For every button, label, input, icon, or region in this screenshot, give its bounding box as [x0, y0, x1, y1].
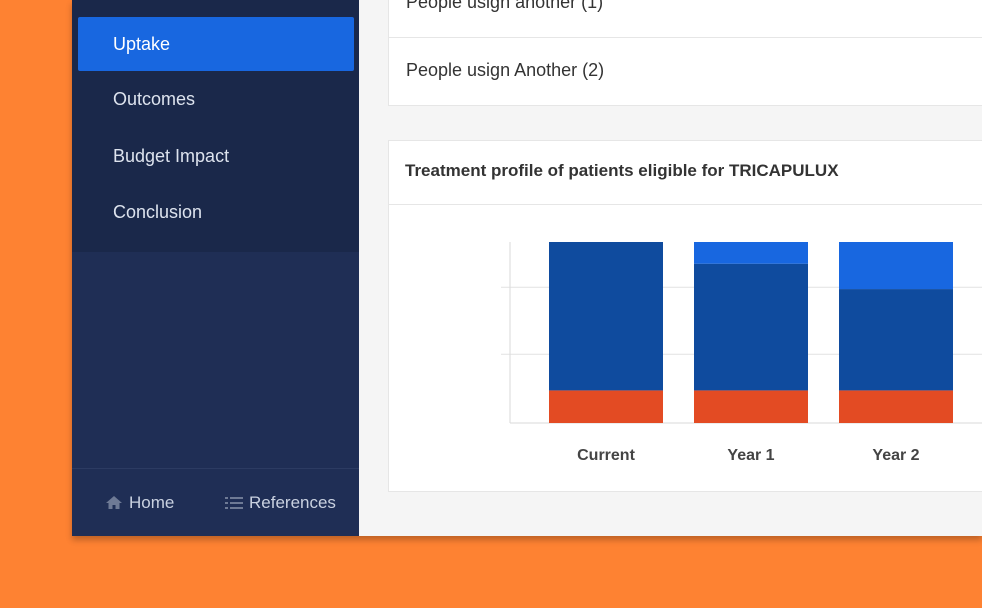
sidebar: Uptake Outcomes Budget Impact Conclusion… — [72, 0, 359, 536]
x-tick-label: Current — [577, 447, 635, 464]
bar-segment — [839, 242, 953, 290]
chart-card-title: Treatment profile of patients eligible f… — [405, 161, 839, 180]
bar-segment — [694, 390, 808, 423]
treatment-profile-chart: Current Year 1 Year 2 — [501, 242, 982, 464]
app-window: Uptake Outcomes Budget Impact Conclusion… — [72, 0, 982, 536]
sidebar-item-conclusion[interactable]: Conclusion — [113, 202, 203, 222]
home-link[interactable]: Home — [105, 469, 174, 536]
card-divider — [389, 204, 982, 205]
list-item[interactable]: People usign another (1) — [406, 0, 604, 12]
x-tick-label: Year 1 — [727, 447, 774, 464]
references-link[interactable]: References — [225, 469, 336, 536]
people-list-card: People usign another (1) People usign An… — [388, 0, 982, 106]
row-divider — [389, 37, 982, 38]
sidebar-item-budget-impact[interactable]: Budget Impact — [113, 146, 230, 166]
home-icon — [106, 496, 122, 509]
bar-segment — [549, 242, 663, 391]
sidebar-menu: Uptake Outcomes Budget Impact Conclusion — [72, 0, 359, 252]
bar-segment — [694, 263, 808, 391]
bar-segment — [839, 289, 953, 391]
list-icon — [225, 497, 243, 509]
sidebar-footer: Home References — [72, 468, 359, 536]
list-item[interactable]: People usign Another (2) — [406, 60, 605, 80]
bar-segment — [549, 390, 663, 423]
bar-segment — [694, 242, 808, 264]
chart-card: Treatment profile of patients eligible f… — [388, 140, 982, 492]
sidebar-item-outcomes[interactable]: Outcomes — [113, 89, 196, 109]
references-label: References — [249, 493, 336, 512]
bar-segment — [839, 390, 953, 423]
main-content: People usign another (1) People usign An… — [359, 0, 982, 536]
x-tick-label: Year 2 — [872, 447, 919, 464]
home-label: Home — [129, 493, 175, 512]
sidebar-item-uptake[interactable]: Uptake — [78, 17, 354, 71]
